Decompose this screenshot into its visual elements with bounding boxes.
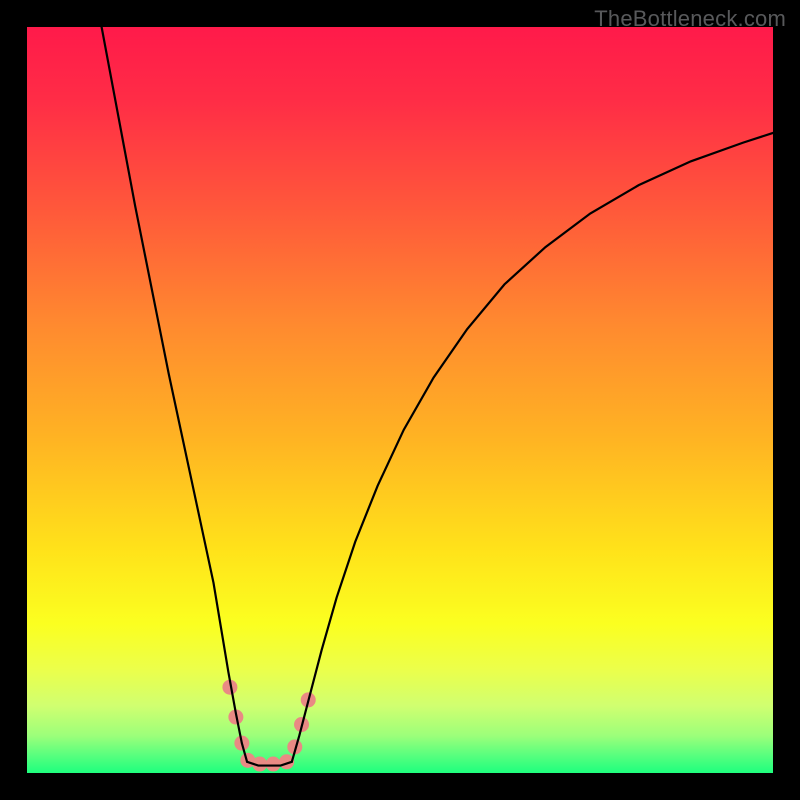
chart-container: TheBottleneck.com [0,0,800,800]
curve-right [292,133,773,762]
valley-marker [266,757,281,772]
watermark-text: TheBottleneck.com [594,6,786,32]
curve-left [102,27,247,762]
plot-area [27,27,773,773]
curve-overlay [27,27,773,773]
